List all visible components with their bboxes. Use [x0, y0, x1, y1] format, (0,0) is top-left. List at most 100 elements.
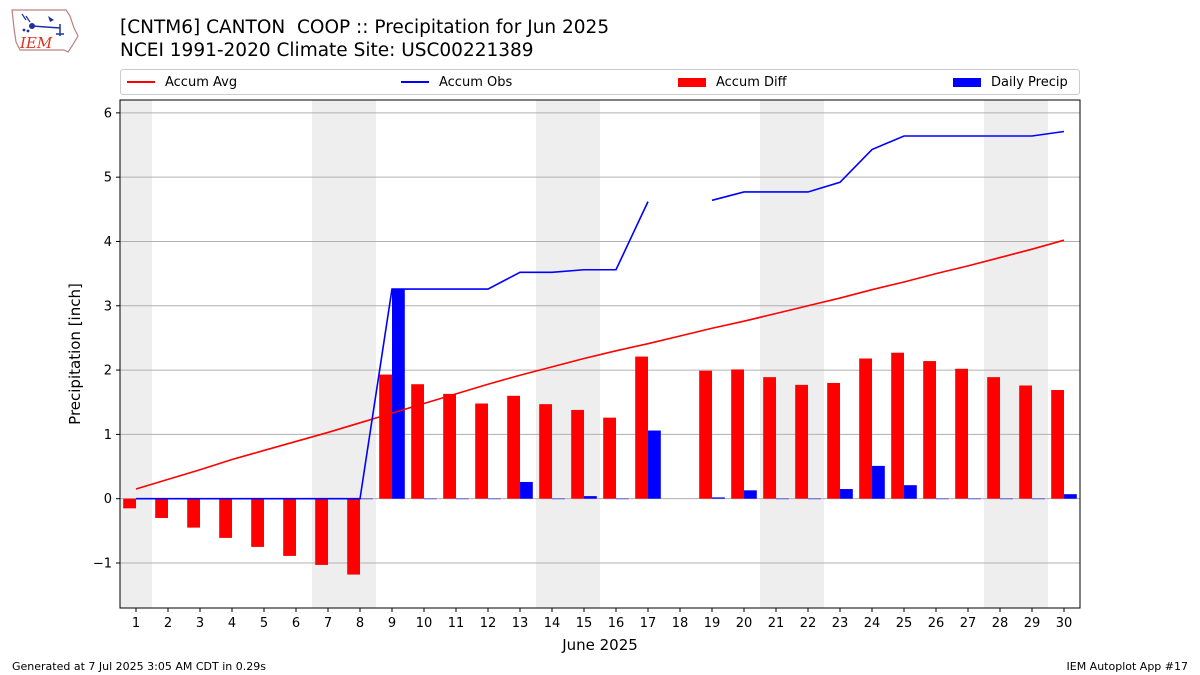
accum-diff-bar	[219, 498, 232, 538]
iem-logo: IEM	[8, 6, 80, 58]
legend-swatch-daily	[953, 77, 981, 87]
legend-label-diff: Accum Diff	[716, 74, 787, 90]
accum-diff-bar	[1019, 385, 1032, 499]
x-tick-label: 20	[736, 616, 753, 631]
legend-swatch-obs	[401, 81, 429, 83]
accum-diff-bar	[635, 356, 648, 499]
weekend-band	[120, 100, 152, 608]
daily-precip-bar	[808, 498, 821, 500]
x-tick-label: 1	[132, 616, 140, 631]
daily-precip-bar	[904, 485, 917, 499]
daily-precip-bar	[744, 490, 757, 499]
legend-label-daily: Daily Precip	[991, 74, 1068, 90]
x-tick-label: 2	[164, 616, 172, 631]
x-tick-label: 23	[832, 616, 849, 631]
x-tick-label: 19	[704, 616, 721, 631]
weekend-band	[568, 100, 600, 608]
accum-diff-bar	[859, 358, 872, 499]
accum-diff-bar	[155, 498, 168, 518]
x-tick-label: 4	[228, 616, 236, 631]
x-tick-label: 28	[992, 616, 1009, 631]
daily-precip-bar	[424, 498, 437, 500]
x-tick-label: 21	[768, 616, 785, 631]
legend-swatch-diff	[678, 77, 706, 87]
y-tick-label: 5	[104, 171, 112, 186]
x-tick-label: 18	[672, 616, 689, 631]
x-tick-label: 9	[388, 616, 396, 631]
accum-avg-line	[135, 239, 1065, 490]
accum-diff-bar	[251, 498, 264, 547]
x-tick-label: 29	[1024, 616, 1041, 631]
legend-item-accum-diff: Accum Diff	[678, 70, 787, 94]
x-tick-label: 26	[928, 616, 945, 631]
daily-precip-bar	[712, 497, 725, 499]
legend: Accum Avg Accum Obs Accum Diff Daily Pre…	[120, 69, 1080, 95]
y-tick-label: −1	[93, 556, 112, 571]
daily-precip-bar	[360, 498, 373, 500]
accum-diff-bar	[411, 384, 424, 499]
footer-generated: Generated at 7 Jul 2025 3:05 AM CDT in 0…	[12, 660, 266, 673]
x-tick-label: 27	[960, 616, 977, 631]
daily-precip-bar	[520, 481, 533, 499]
weekend-band	[536, 100, 568, 608]
chart-subtitle: NCEI 1991-2020 Climate Site: USC00221389	[120, 40, 534, 61]
y-tick-label: 1	[104, 428, 112, 443]
x-tick-label: 3	[196, 616, 204, 631]
accum-obs-line	[136, 201, 649, 500]
legend-item-accum-avg: Accum Avg	[127, 70, 237, 94]
y-axis-label: Precipitation [inch]	[66, 283, 84, 425]
legend-label-avg: Accum Avg	[165, 74, 238, 90]
accum-diff-bar	[891, 352, 904, 499]
accum-diff-bar	[507, 395, 520, 499]
accum-diff-bar	[987, 377, 1000, 499]
x-tick-label: 30	[1056, 616, 1073, 631]
y-tick-label: 0	[104, 492, 112, 507]
footer-app: IEM Autoplot App #17	[1066, 660, 1189, 673]
x-tick-label: 11	[448, 616, 465, 631]
y-tick-label: 4	[104, 235, 112, 250]
accum-diff-bar	[475, 403, 488, 499]
x-tick-label: 12	[480, 616, 497, 631]
daily-precip-bar	[872, 465, 885, 499]
chart-title: [CNTM6] CANTON COOP :: Precipitation for…	[120, 17, 610, 38]
daily-precip-bar	[840, 489, 853, 499]
x-tick-label: 13	[512, 616, 529, 631]
x-tick-label: 5	[260, 616, 268, 631]
daily-precip-bar	[488, 498, 501, 500]
weekend-band	[1016, 100, 1048, 608]
accum-diff-bar	[571, 409, 584, 499]
daily-precip-bar	[456, 498, 469, 500]
accum-diff-bar	[827, 382, 840, 499]
x-tick-label: 17	[640, 616, 657, 631]
daily-precip-bar	[552, 498, 565, 500]
weekend-band	[792, 100, 824, 608]
x-tick-label: 7	[324, 616, 332, 631]
accum-diff-bar	[763, 377, 776, 499]
x-tick-label: 25	[896, 616, 913, 631]
accum-diff-bar	[123, 498, 136, 509]
x-tick-label: 10	[416, 616, 433, 631]
x-tick-label: 22	[800, 616, 817, 631]
x-tick-label: 8	[356, 616, 364, 631]
accum-diff-bar	[955, 368, 968, 499]
x-tick-label: 16	[608, 616, 625, 631]
accum-diff-bar	[795, 384, 808, 499]
x-tick-label: 15	[576, 616, 593, 631]
accum-diff-bar	[699, 370, 712, 499]
daily-precip-bar	[776, 498, 789, 500]
daily-precip-bar	[616, 498, 629, 500]
daily-precip-bar	[1064, 494, 1077, 499]
accum-diff-bar	[731, 369, 744, 499]
accum-diff-bar	[283, 498, 296, 556]
plot-frame	[119, 99, 1081, 609]
weekend-band	[984, 100, 1016, 608]
accum-diff-bar	[603, 417, 616, 499]
y-tick-label: 6	[104, 106, 112, 121]
daily-precip-bar	[1000, 498, 1013, 500]
accum-diff-bar	[923, 361, 936, 499]
daily-precip-bar	[584, 496, 597, 499]
y-tick-label: 3	[104, 299, 112, 314]
legend-item-accum-obs: Accum Obs	[401, 70, 512, 94]
y-tick-label: 2	[104, 364, 112, 379]
